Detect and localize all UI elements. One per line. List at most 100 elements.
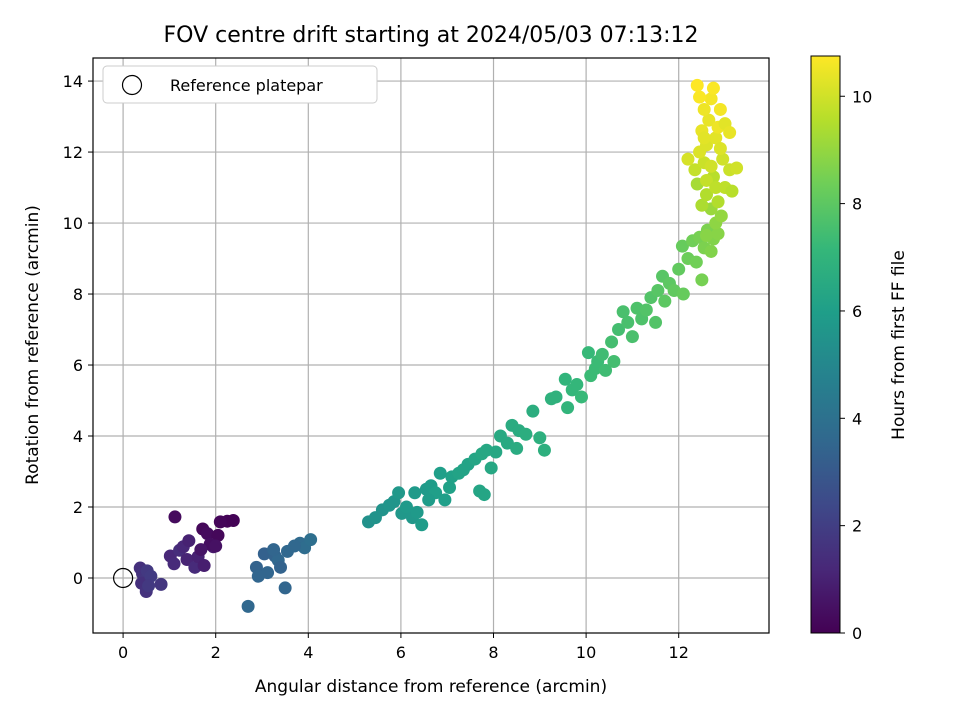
data-point	[209, 539, 223, 553]
data-point	[197, 559, 211, 573]
y-tick-label: 8	[73, 285, 83, 304]
chart-title: FOV centre drift starting at 2024/05/03 …	[164, 23, 699, 48]
x-axis-ticks: 0 2 4 6 8 10 12	[118, 633, 689, 662]
data-point	[625, 330, 639, 344]
data-point	[676, 287, 690, 301]
data-point	[699, 188, 713, 202]
data-point	[599, 363, 613, 377]
data-point	[287, 539, 301, 553]
data-point	[558, 372, 572, 386]
data-point	[278, 581, 292, 595]
reference-marker	[112, 567, 134, 589]
data-point	[639, 303, 653, 317]
data-point	[699, 173, 713, 187]
data-point	[697, 131, 711, 145]
y-tick-label: 4	[73, 427, 83, 446]
x-tick-label: 0	[118, 643, 128, 662]
data-point	[519, 427, 533, 441]
y-tick-label: 12	[63, 143, 83, 162]
colorbar-tick-label: 0	[852, 624, 862, 643]
x-tick-label: 10	[576, 643, 596, 662]
colorbar-tick-label: 2	[852, 517, 862, 536]
data-point	[489, 445, 503, 459]
data-point	[709, 131, 723, 145]
data-point	[723, 126, 737, 140]
data-point	[526, 404, 540, 418]
data-point	[649, 315, 663, 329]
data-point	[658, 294, 672, 308]
data-point	[711, 227, 725, 241]
data-point	[697, 102, 711, 116]
y-tick-label: 2	[73, 498, 83, 517]
data-point	[443, 480, 457, 494]
data-point	[704, 244, 718, 258]
data-point	[681, 152, 695, 166]
data-point	[456, 463, 470, 477]
data-point	[714, 209, 728, 223]
x-axis-label: Angular distance from reference (arcmin)	[255, 677, 607, 697]
legend-marker	[121, 74, 143, 96]
data-point	[392, 486, 406, 500]
data-point	[605, 335, 619, 349]
data-point	[261, 566, 275, 580]
data-point	[154, 577, 168, 591]
data-point	[607, 354, 621, 368]
data-point	[433, 466, 447, 480]
data-point	[410, 505, 424, 519]
data-point	[702, 113, 716, 127]
data-point	[549, 390, 563, 404]
y-tick-label: 14	[63, 72, 83, 91]
colorbar-gradient	[810, 55, 841, 634]
data-point	[211, 528, 225, 542]
legend-label: Reference platepar	[170, 76, 323, 95]
data-point	[226, 513, 240, 527]
x-tick-label: 8	[488, 643, 498, 662]
data-point	[695, 198, 709, 212]
y-axis-label: Rotation from reference (arcmin)	[23, 205, 43, 485]
colorbar-tick-label: 8	[852, 195, 862, 214]
data-point	[704, 159, 718, 173]
data-point	[713, 142, 727, 156]
data-points	[133, 78, 744, 613]
data-point	[570, 378, 584, 392]
data-point	[612, 323, 626, 337]
data-point	[672, 262, 686, 276]
colorbar: 0 2 4 6 8 10 Hours from first FF file	[810, 55, 909, 643]
data-point	[415, 518, 429, 532]
x-tick-label: 4	[303, 643, 313, 662]
data-point	[304, 533, 318, 547]
data-point	[725, 184, 739, 198]
data-point	[438, 493, 452, 507]
reference-point	[112, 567, 134, 589]
data-point	[616, 305, 630, 319]
data-point	[711, 195, 725, 209]
data-point	[422, 493, 436, 507]
data-point	[142, 579, 156, 593]
legend-box	[102, 65, 378, 104]
data-point	[581, 346, 595, 360]
colorbar-tick-label: 10	[852, 87, 872, 106]
data-point	[675, 239, 689, 253]
data-point	[651, 283, 665, 297]
data-point	[408, 486, 422, 500]
data-point	[595, 347, 609, 361]
data-point	[561, 401, 575, 415]
legend: Reference platepar	[102, 65, 378, 104]
data-point	[477, 488, 491, 502]
y-tick-label: 10	[63, 214, 83, 233]
data-point	[730, 161, 744, 175]
colorbar-ticks: 0 2 4 6 8 10	[840, 87, 872, 643]
data-point	[688, 163, 702, 177]
data-point	[704, 92, 718, 106]
x-tick-label: 12	[669, 643, 689, 662]
data-point	[713, 102, 727, 116]
colorbar-tick-label: 4	[852, 409, 862, 428]
data-point	[706, 81, 720, 95]
data-point	[689, 255, 703, 269]
colorbar-label: Hours from first FF file	[889, 250, 909, 440]
data-point	[533, 431, 547, 445]
data-point	[693, 90, 707, 104]
y-tick-label: 6	[73, 356, 83, 375]
data-point	[399, 500, 413, 514]
